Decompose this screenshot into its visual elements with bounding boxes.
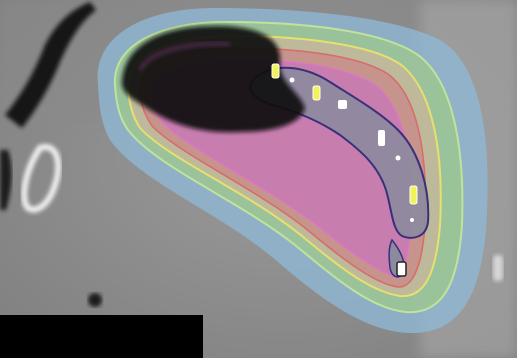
fiducial-markers xyxy=(271,63,418,277)
dark-bowel-structure-lower xyxy=(0,150,12,210)
fiducial-marker xyxy=(396,261,407,277)
air-pocket-rim xyxy=(138,42,231,71)
fiducial-marker xyxy=(409,185,418,205)
fiducial-marker xyxy=(378,130,385,146)
fiducial-marker xyxy=(338,100,347,109)
dark-bowel-structure xyxy=(5,2,96,128)
fiducial-marker xyxy=(271,63,280,79)
fiducial-marker xyxy=(312,85,321,101)
bright-spot-right xyxy=(493,255,503,281)
dark-spot xyxy=(88,293,102,307)
bright-structure xyxy=(21,144,62,213)
isodose-green-line xyxy=(113,20,464,314)
fiducial-marker xyxy=(395,155,401,161)
fiducial-marker xyxy=(410,218,414,222)
fiducial-marker xyxy=(289,77,295,83)
air-pocket xyxy=(121,25,305,133)
black-mask-box xyxy=(0,315,203,358)
